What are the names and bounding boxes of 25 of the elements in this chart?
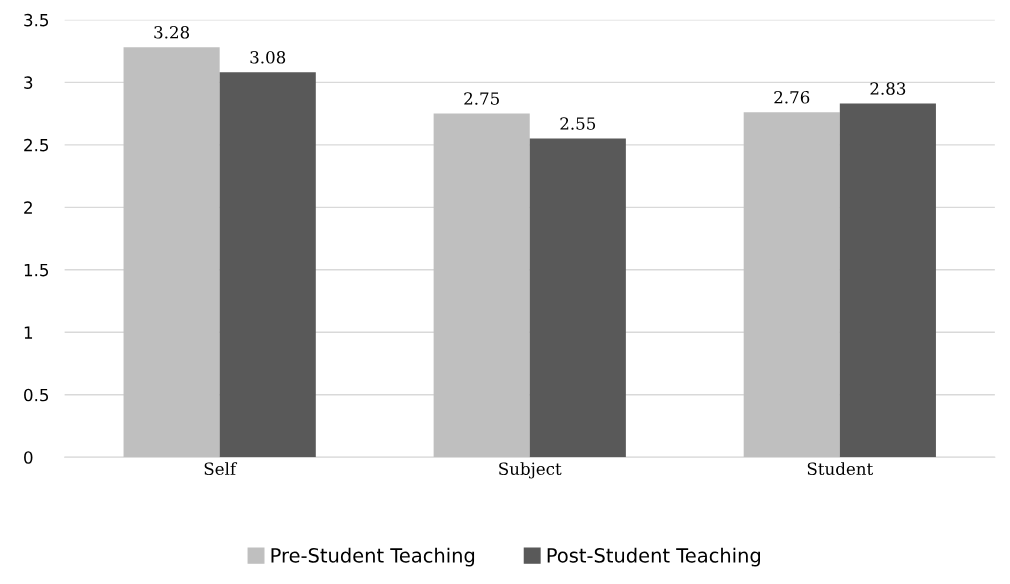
data-label: 3.08 [250, 50, 286, 64]
y-tick-label: 1.5 [24, 263, 49, 277]
legend-label: Pre-Student Teaching [271, 547, 475, 567]
bar [529, 138, 626, 458]
y-tick-label: 3.5 [24, 13, 49, 27]
data-label: 2.76 [774, 90, 810, 104]
bar [123, 47, 220, 458]
y-tick-label: 0.5 [24, 388, 49, 402]
data-label: 2.83 [870, 82, 906, 95]
y-tick-label: 3 [24, 76, 33, 89]
x-tick-label: Self [204, 462, 238, 476]
bar [433, 113, 530, 458]
x-tick-label: Student [807, 462, 874, 476]
data-label: 2.55 [560, 117, 596, 130]
data-label: 3.28 [154, 25, 190, 39]
data-label: 2.75 [464, 92, 499, 105]
legend-label: Post-Student Teaching [547, 547, 760, 567]
bar [743, 112, 840, 458]
bar [839, 103, 936, 458]
y-tick-label: 1 [24, 326, 33, 339]
x-tick-label: Subject [499, 462, 562, 479]
y-tick-label: 2 [24, 201, 32, 214]
bar [219, 72, 316, 458]
y-tick-label: 0 [24, 451, 33, 464]
y-tick-label: 2.5 [24, 138, 49, 152]
